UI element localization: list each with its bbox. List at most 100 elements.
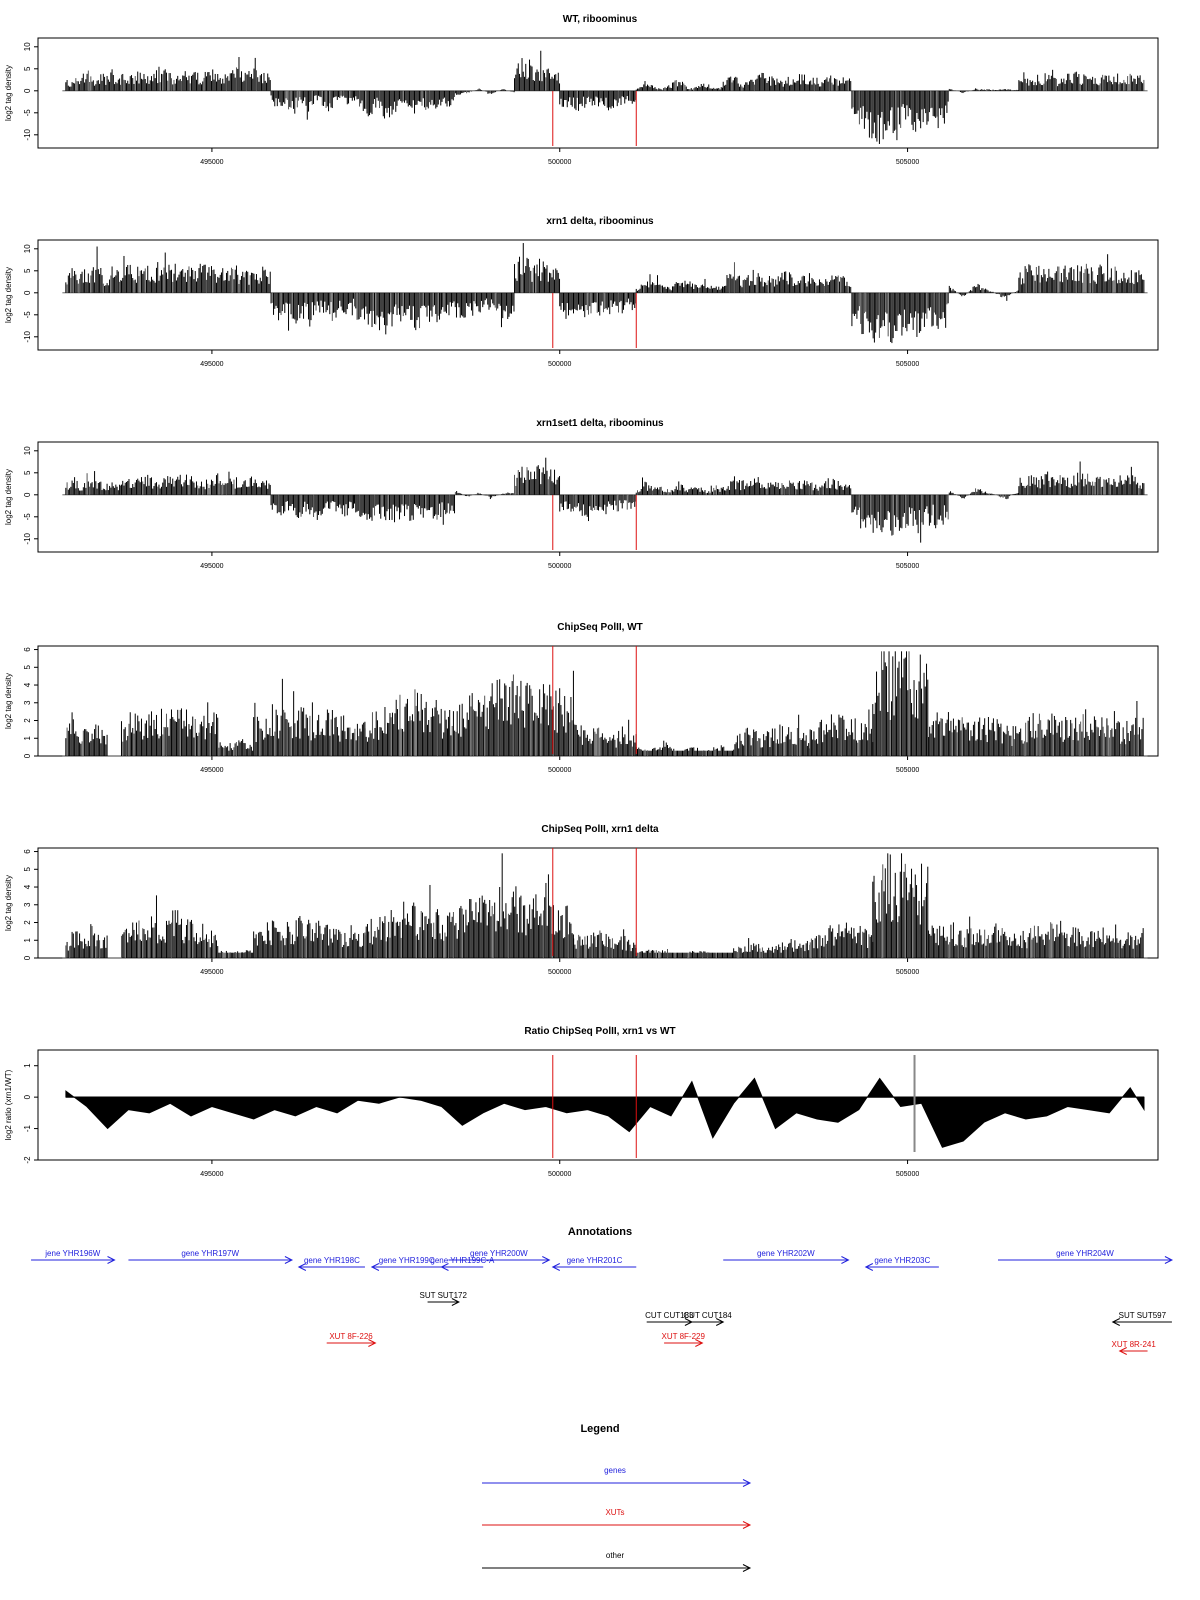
plot-frame [37, 239, 1159, 351]
y-tick-label: 5 [23, 268, 32, 273]
genes-label: jene YHR196W [44, 1249, 100, 1258]
legend-item-label: other [606, 1551, 625, 1560]
others-feature: SUT SUT172 [419, 1291, 467, 1306]
y-tick-label: 10 [23, 446, 32, 455]
legend-arrowhead-icon [742, 1479, 752, 1487]
y-tick-label: 1 [23, 937, 32, 942]
y-tick-label: 2 [23, 718, 32, 723]
y-tick-label: 0 [23, 290, 32, 295]
y-tick-label: 6 [23, 849, 32, 854]
x-tick-label: 505000 [896, 767, 919, 774]
legend-arrowhead-icon [742, 1521, 752, 1529]
y-axis-label: log2 tag density [4, 267, 13, 323]
y-tick-label: 1 [23, 735, 32, 740]
xuts-feature: XUT 8F-229 [661, 1332, 705, 1347]
genes-feature: gene YHR199C-A [430, 1256, 495, 1271]
x-tick-label: 495000 [200, 1171, 223, 1178]
panel-title: Ratio ChipSeq PolII, xrn1 vs WT [524, 1026, 675, 1037]
genes-feature: gene YHR203C [864, 1256, 939, 1271]
x-tick-label: 500000 [548, 767, 571, 774]
genes-feature: gene YHR197W [128, 1249, 294, 1264]
xuts-label: XUT 8R-241 [1111, 1340, 1156, 1349]
xuts-feature: XUT 8F-226 [326, 1332, 377, 1347]
annotations-panel: Annotations jene YHR196W gene YHR197W gene… [31, 1226, 1174, 1355]
genes-label: gene YHR203C [874, 1256, 930, 1265]
y-tick-label: 4 [23, 682, 32, 687]
genes-feature: gene YHR202W [723, 1249, 850, 1264]
x-tick-label: 495000 [200, 159, 223, 166]
y-tick-label: 3 [23, 700, 32, 705]
legend-item-label: XUTs [605, 1508, 624, 1517]
others-label: SUT SUT597 [1119, 1311, 1167, 1320]
x-tick-label: 500000 [548, 563, 571, 570]
genes-label: gene YHR198C [304, 1256, 360, 1265]
others-label: SUT SUT172 [419, 1291, 467, 1300]
y-tick-label: 5 [23, 867, 32, 872]
annotation-features: jene YHR196W gene YHR197W gene YHR198C gene… [31, 1249, 1174, 1355]
x-tick-label: 500000 [548, 969, 571, 976]
track-panel: ChipSeq PolII, WT log2 tag density 0 1 2 3 4 5 6… [4, 622, 1159, 774]
track-panel: ChipSeq PolII, xrn1 delta log2 tag densit… [4, 824, 1159, 976]
genes-feature: gene YHR198C [297, 1256, 365, 1271]
genes-label: gene YHR202W [757, 1249, 815, 1258]
panel-title: WT, riboominus [563, 14, 638, 25]
y-tick-label: 10 [23, 244, 32, 253]
x-tick-label: 495000 [200, 361, 223, 368]
others-label: CUT CUT184 [683, 1311, 732, 1320]
y-axis-label: log2 tag density [4, 469, 13, 525]
x-tick-label: 505000 [896, 361, 919, 368]
genes-arrowhead-icon [297, 1263, 307, 1271]
y-tick-label: 0 [23, 492, 32, 497]
xuts-feature: XUT 8R-241 [1111, 1340, 1156, 1355]
y-tick-label: 0 [23, 88, 32, 93]
genes-feature: gene YHR201C [551, 1256, 637, 1271]
panel-title: xrn1set1 delta, riboominus [536, 418, 664, 429]
y-axis-label: log2 tag density [4, 65, 13, 121]
x-tick-label: 500000 [548, 361, 571, 368]
y-tick-label: -10 [23, 532, 32, 544]
genes-arrowhead-icon [440, 1263, 449, 1271]
x-tick-label: 500000 [548, 159, 571, 166]
legend-items: genes XUTs other [482, 1466, 752, 1572]
y-axis-label: log2 tag density [4, 875, 13, 931]
legend-arrowhead-icon [742, 1564, 752, 1572]
others-arrowhead-icon [451, 1298, 460, 1306]
y-tick-label: 5 [23, 66, 32, 71]
legend-item: genes [482, 1466, 752, 1487]
genes-arrowhead-icon [841, 1256, 850, 1264]
others-label: CUT CUT183 [645, 1311, 694, 1320]
others-arrowhead-icon [715, 1318, 725, 1326]
genes-feature: gene YHR199C [370, 1256, 442, 1271]
y-tick-label: 0 [23, 753, 32, 758]
y-tick-label: -5 [23, 109, 32, 117]
y-axis-label: log2 ratio (xrn1/WT) [4, 1069, 13, 1140]
legend-item: other [482, 1551, 752, 1572]
x-tick-label: 495000 [200, 563, 223, 570]
y-tick-label: -10 [23, 128, 32, 140]
panel-title: ChipSeq PolII, WT [557, 622, 643, 633]
legend-panel: Legend genes XUTs other [482, 1423, 752, 1572]
y-tick-label: 10 [23, 42, 32, 51]
x-tick-label: 495000 [200, 969, 223, 976]
others-feature: CUT CUT184 [683, 1311, 732, 1326]
panel-title: ChipSeq PolII, xrn1 delta [541, 824, 659, 835]
xuts-arrowhead-icon [1118, 1347, 1127, 1355]
y-tick-label: -2 [23, 1156, 32, 1164]
plot-frame [37, 1049, 1159, 1161]
panel-title: xrn1 delta, riboominus [546, 216, 654, 227]
xuts-arrowhead-icon [695, 1339, 704, 1347]
genes-feature: gene YHR204W [998, 1249, 1174, 1264]
x-tick-label: 505000 [896, 969, 919, 976]
y-tick-label: 0 [23, 1094, 32, 1099]
y-tick-label: 4 [23, 884, 32, 889]
y-tick-label: 2 [23, 920, 32, 925]
plot-frame [37, 37, 1159, 149]
xuts-label: XUT 8F-226 [329, 1332, 373, 1341]
genes-arrowhead-icon [1164, 1256, 1174, 1264]
y-tick-label: -10 [23, 330, 32, 342]
y-tick-label: -5 [23, 311, 32, 319]
genes-label: gene YHR199C [379, 1256, 435, 1265]
genes-feature: jene YHR196W [31, 1249, 116, 1264]
